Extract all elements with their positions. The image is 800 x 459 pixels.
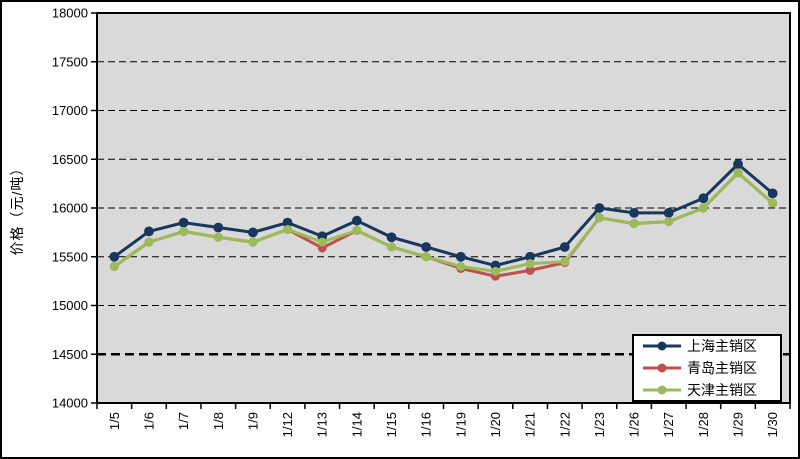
data-point-marker	[421, 242, 432, 252]
x-tick-label: 1/8	[211, 412, 226, 430]
data-point-marker	[317, 237, 327, 247]
data-point-marker	[664, 217, 674, 227]
x-tick-label: 1/5	[107, 412, 122, 430]
data-point-marker	[213, 232, 223, 242]
x-tick-label: 1/26	[627, 412, 642, 437]
y-tick-label: 18000	[52, 6, 88, 21]
x-tick-label: 1/15	[384, 412, 399, 437]
data-point-marker	[109, 262, 119, 271]
data-point-marker	[352, 225, 362, 235]
x-tick-label: 1/28	[696, 412, 711, 437]
legend-marker-line-dot-icon	[643, 341, 681, 351]
data-point-marker	[698, 193, 709, 204]
data-point-marker	[421, 252, 431, 262]
data-point-marker	[282, 217, 293, 228]
data-point-marker	[768, 198, 778, 208]
x-tick-label: 1/20	[488, 412, 503, 437]
x-tick-label: 1/14	[349, 412, 364, 437]
data-point-marker	[248, 237, 258, 247]
data-point-marker	[387, 242, 397, 252]
data-point-marker	[629, 207, 639, 218]
legend-label: 上海主销区	[687, 338, 757, 354]
x-tick-label: 1/22	[557, 412, 572, 437]
data-point-marker	[767, 188, 778, 199]
data-point-marker	[386, 232, 397, 243]
legend-item-tianjin: 天津主销区	[642, 380, 780, 400]
y-tick-label: 17500	[52, 54, 88, 69]
data-point-marker	[455, 251, 466, 262]
x-tick-label: 1/13	[315, 412, 330, 437]
data-point-marker	[594, 203, 605, 213]
data-point-marker	[560, 257, 570, 267]
x-tick-label: 1/6	[141, 412, 156, 430]
x-tick-label: 1/19	[453, 412, 468, 437]
data-point-marker	[179, 226, 189, 236]
data-point-marker	[248, 227, 258, 238]
y-tick-label: 15500	[52, 249, 88, 264]
y-tick-label: 15000	[52, 298, 88, 313]
series-line-2	[112, 171, 775, 273]
data-point-marker	[525, 259, 535, 269]
legend: 上海主销区 青岛主销区 天津主销区	[632, 334, 782, 402]
data-point-marker	[594, 213, 604, 223]
data-point-marker	[178, 217, 189, 228]
legend-label: 青岛主销区	[687, 360, 757, 376]
x-tick-label: 1/9	[245, 412, 260, 430]
x-tick-label: 1/7	[176, 412, 191, 430]
y-tick-label: 14000	[52, 396, 88, 411]
x-tick-label: 1/21	[523, 412, 538, 437]
data-point-marker	[144, 237, 154, 247]
x-tick-label: 1/29	[731, 412, 746, 437]
legend-item-qingdao: 青岛主销区	[642, 358, 780, 378]
x-tick-label: 1/12	[280, 412, 295, 437]
data-point-marker	[144, 226, 154, 237]
data-point-marker	[351, 215, 362, 226]
y-tick-label: 16000	[52, 201, 88, 216]
y-tick-label: 17000	[52, 103, 88, 118]
data-point-marker	[109, 251, 120, 262]
plot-border	[96, 12, 791, 404]
x-tick-label: 1/30	[765, 412, 780, 437]
y-tick-label: 14500	[52, 347, 88, 362]
x-tick-label: 1/16	[419, 412, 434, 437]
data-point-marker	[213, 222, 224, 233]
x-tick-label: 1/23	[592, 412, 607, 437]
legend-item-shanghai: 上海主销区	[642, 336, 780, 356]
data-point-marker	[733, 159, 743, 170]
data-point-marker	[629, 219, 639, 229]
data-point-marker	[559, 242, 570, 252]
data-point-marker	[283, 224, 293, 234]
data-point-marker	[456, 262, 466, 271]
y-tick-label: 16500	[52, 152, 88, 167]
data-point-marker	[490, 266, 500, 276]
legend-label: 天津主销区	[687, 382, 757, 398]
legend-marker-line-dot-icon	[643, 363, 681, 373]
data-point-marker	[525, 251, 536, 262]
x-tick-label: 1/27	[661, 412, 676, 437]
data-point-marker	[733, 168, 743, 178]
data-point-marker	[525, 265, 535, 275]
data-point-marker	[663, 207, 674, 218]
series-line-0	[112, 162, 775, 268]
y-axis-title: 价格（元/吨）	[9, 160, 25, 256]
data-point-marker	[698, 203, 708, 213]
legend-marker-line-dot-icon	[643, 385, 681, 395]
